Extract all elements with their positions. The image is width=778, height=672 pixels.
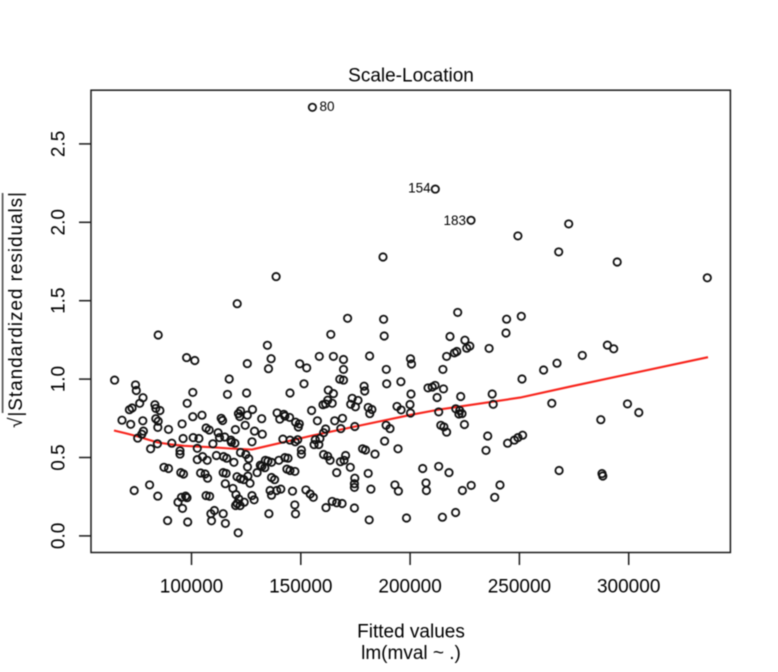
svg-text:100000: 100000 xyxy=(160,577,223,598)
svg-text:0.5: 0.5 xyxy=(49,444,70,470)
svg-text:1.0: 1.0 xyxy=(49,366,70,392)
svg-text:lm(mval ~ .): lm(mval ~ .) xyxy=(361,643,461,664)
svg-text:2.5: 2.5 xyxy=(49,131,70,157)
svg-text:154: 154 xyxy=(408,181,431,196)
svg-text:250000: 250000 xyxy=(488,577,551,598)
svg-text:150000: 150000 xyxy=(269,577,332,598)
svg-text:0.0: 0.0 xyxy=(49,523,70,549)
svg-text:80: 80 xyxy=(320,99,335,114)
svg-text:200000: 200000 xyxy=(378,577,441,598)
svg-text:2.0: 2.0 xyxy=(49,209,70,235)
svg-text:183: 183 xyxy=(443,213,466,228)
svg-text:300000: 300000 xyxy=(597,577,660,598)
svg-text:1.5: 1.5 xyxy=(49,287,70,313)
svg-text:Fitted values: Fitted values xyxy=(357,622,465,643)
svg-text:Scale-Location: Scale-Location xyxy=(348,66,474,87)
svg-text:√|Standardized residuals|: √|Standardized residuals| xyxy=(6,191,27,428)
